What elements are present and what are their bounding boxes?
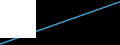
Bar (0, 0, 36, 38)
